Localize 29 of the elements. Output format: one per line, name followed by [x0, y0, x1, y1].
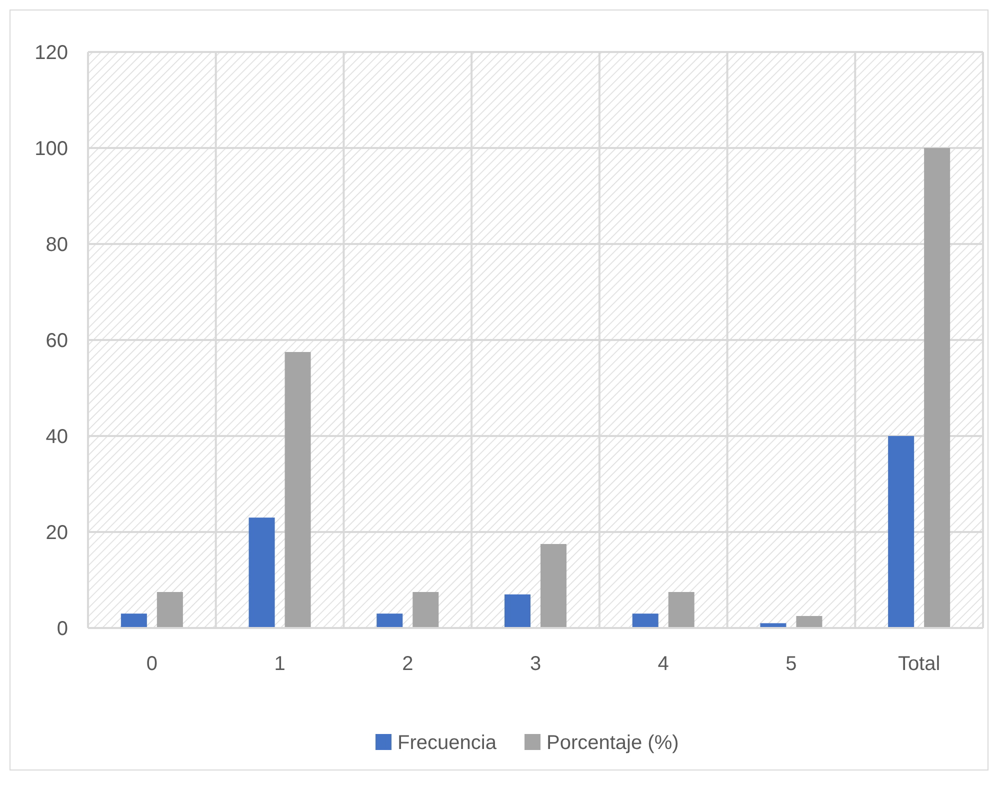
bar [504, 594, 530, 628]
bar [888, 436, 914, 628]
x-tick-label: 4 [658, 653, 669, 675]
x-tick-label: Total [898, 653, 940, 675]
legend-label: Porcentaje (%) [546, 732, 679, 754]
x-tick-label: 2 [402, 653, 414, 675]
bar [668, 592, 694, 628]
y-tick-label: 80 [46, 234, 68, 256]
bar [248, 518, 275, 628]
y-tick-label: 40 [46, 426, 68, 448]
bar [284, 352, 311, 628]
bar [924, 148, 950, 628]
x-tick-label: 0 [146, 653, 158, 675]
legend-label: Frecuencia [398, 732, 498, 754]
bar [120, 614, 147, 628]
bar [540, 544, 566, 628]
x-tick-label: 1 [274, 653, 286, 675]
bar [156, 592, 183, 628]
x-tick-label: 3 [530, 653, 542, 675]
y-tick-label: 20 [46, 522, 68, 544]
bar [376, 614, 403, 628]
bar [632, 614, 658, 628]
bar [412, 592, 439, 628]
y-tick-label: 100 [34, 138, 68, 160]
y-tick-label: 0 [56, 618, 68, 640]
y-tick-label: 60 [46, 330, 68, 352]
bar [796, 616, 822, 628]
x-tick-label: 5 [786, 653, 797, 675]
y-tick-label: 120 [34, 42, 68, 64]
